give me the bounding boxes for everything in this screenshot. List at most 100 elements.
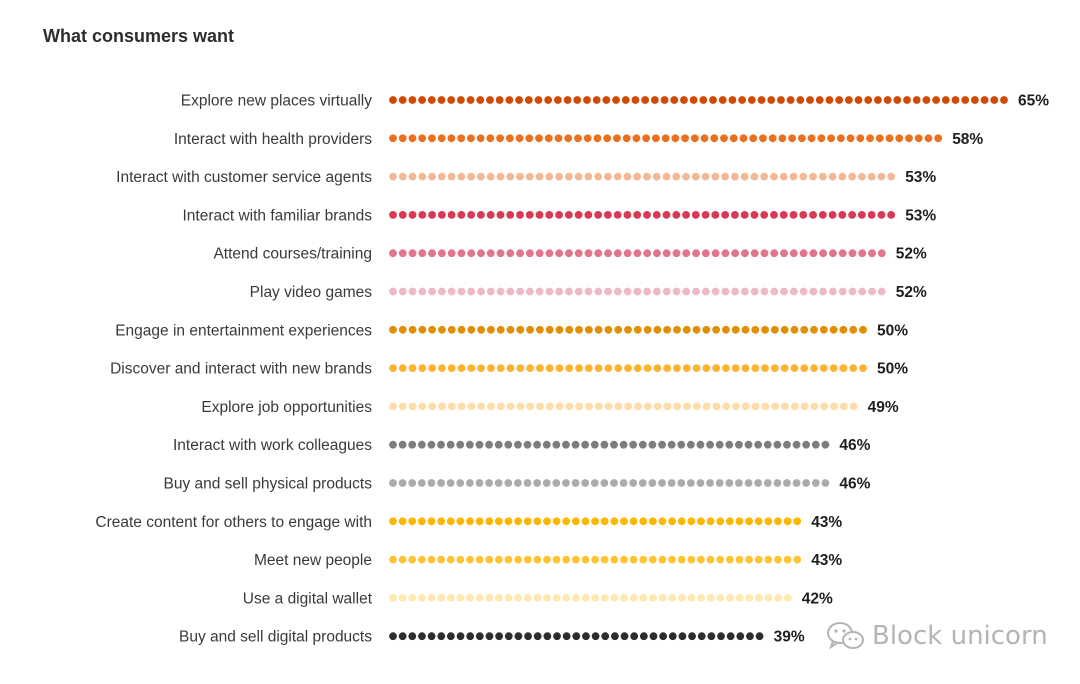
bar-dot	[552, 440, 561, 449]
bar	[389, 211, 896, 219]
bar-dot	[697, 517, 705, 526]
bar-dot	[846, 134, 855, 143]
bar-dot	[951, 96, 960, 104]
bar-dot	[817, 134, 826, 143]
bar-dot	[754, 555, 763, 564]
bar-dot	[750, 287, 759, 296]
bar-dot	[446, 632, 455, 641]
bar-dot	[745, 555, 753, 564]
bar-dot	[398, 517, 407, 526]
bar-dot	[779, 211, 788, 219]
bar-dot	[697, 555, 705, 564]
bar-dot	[864, 96, 873, 104]
bar-dot	[494, 555, 503, 564]
bar-dot	[653, 364, 662, 372]
bar-dot	[571, 555, 580, 564]
bar-dot	[809, 172, 817, 181]
bar-dot	[620, 594, 628, 602]
bar-dot	[437, 479, 445, 487]
bar-dot	[496, 249, 505, 258]
bar-dot	[744, 440, 753, 449]
bar-dot	[764, 517, 773, 526]
bar-dot	[922, 96, 931, 104]
bar-dot	[514, 440, 522, 449]
bar-dot	[475, 555, 484, 564]
bar-dot	[668, 555, 676, 564]
bar-dot	[838, 249, 847, 258]
bar-dot	[848, 172, 857, 181]
bar-dot	[494, 479, 503, 487]
bar-dot	[858, 249, 867, 258]
bar-dot	[446, 479, 455, 487]
bar-dot	[670, 96, 679, 104]
bar-dot	[764, 555, 773, 564]
bar-dot	[496, 172, 505, 181]
bar-dot	[770, 172, 778, 181]
bar-dot	[848, 287, 857, 296]
bar-dot	[741, 325, 750, 334]
bar-dot	[740, 172, 749, 181]
bar-dot	[505, 134, 514, 143]
bar-dot	[789, 211, 798, 219]
bar-dot	[680, 96, 688, 104]
bar-dot	[857, 211, 866, 219]
bar-dot	[437, 211, 446, 219]
bar-dot	[389, 402, 397, 411]
bar-dot	[877, 287, 886, 296]
bar-dot	[792, 440, 801, 449]
bar-dot	[721, 249, 730, 258]
bar-dot	[555, 364, 564, 372]
bar-dot	[712, 364, 721, 372]
bar-dot	[477, 249, 485, 258]
bar	[389, 134, 943, 143]
bar-dot	[798, 134, 806, 143]
bar-dot	[398, 172, 407, 181]
bar-dot	[971, 96, 979, 104]
bar-dot	[533, 517, 542, 526]
bar-dot	[885, 134, 894, 143]
bar-dot	[687, 555, 696, 564]
bar-dot	[658, 594, 667, 602]
bar-dot	[783, 440, 791, 449]
bar-dot	[398, 555, 407, 564]
bar-dot	[477, 287, 485, 296]
bar-dot	[716, 517, 725, 526]
bar-dot	[581, 440, 590, 449]
bar-dot	[821, 440, 830, 449]
bar-dot	[941, 96, 950, 104]
bar-row: Use a digital wallet 42%	[243, 590, 833, 607]
bar-dot	[584, 364, 593, 372]
bar-dot	[475, 479, 484, 487]
bar-row: Buy and sell physical products 46%	[163, 476, 870, 493]
bar-dot	[584, 249, 593, 258]
bar-dot	[735, 555, 744, 564]
bar-dot	[593, 134, 602, 143]
bar-dot	[711, 287, 720, 296]
bar-dot	[545, 287, 554, 296]
bar-dot	[788, 134, 797, 143]
bar-dot	[487, 402, 495, 411]
bar-dot	[682, 325, 691, 334]
bar-dot	[745, 594, 754, 602]
bar-dot	[829, 249, 837, 258]
bar-dot	[467, 172, 476, 181]
bar-dot	[574, 211, 583, 219]
bar-dot	[789, 287, 798, 296]
bar-dot	[456, 632, 465, 641]
bar-dot	[555, 211, 563, 219]
bar-dot	[504, 479, 513, 487]
bar-dot	[751, 364, 760, 372]
bar-dot	[398, 440, 407, 449]
bar-dot	[446, 440, 455, 449]
bar-dot	[428, 287, 436, 296]
bar-dot	[514, 517, 523, 526]
bar-dot	[572, 632, 581, 641]
bar-dot	[555, 287, 564, 296]
bar-dot	[887, 211, 896, 219]
bar-dot	[594, 402, 603, 411]
bar-dot	[552, 555, 561, 564]
bar-dot	[516, 287, 524, 296]
bar-dot	[447, 402, 456, 411]
bar-dot	[601, 632, 610, 641]
bar-dot	[667, 440, 676, 449]
